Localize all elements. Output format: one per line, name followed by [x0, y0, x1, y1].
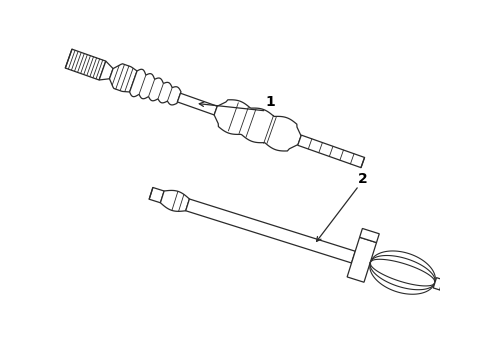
- Polygon shape: [370, 251, 435, 294]
- Polygon shape: [130, 69, 181, 105]
- Polygon shape: [177, 93, 217, 115]
- Polygon shape: [109, 64, 137, 92]
- Polygon shape: [99, 61, 113, 80]
- Polygon shape: [298, 135, 365, 168]
- Polygon shape: [160, 190, 190, 211]
- Polygon shape: [214, 100, 301, 151]
- Text: 2: 2: [358, 172, 368, 186]
- Polygon shape: [370, 256, 435, 290]
- Text: 1: 1: [266, 95, 275, 109]
- Polygon shape: [65, 49, 106, 80]
- Polygon shape: [433, 278, 467, 298]
- Polygon shape: [186, 199, 355, 263]
- Polygon shape: [149, 188, 164, 203]
- Polygon shape: [347, 237, 376, 282]
- Polygon shape: [360, 229, 379, 243]
- Polygon shape: [370, 259, 435, 286]
